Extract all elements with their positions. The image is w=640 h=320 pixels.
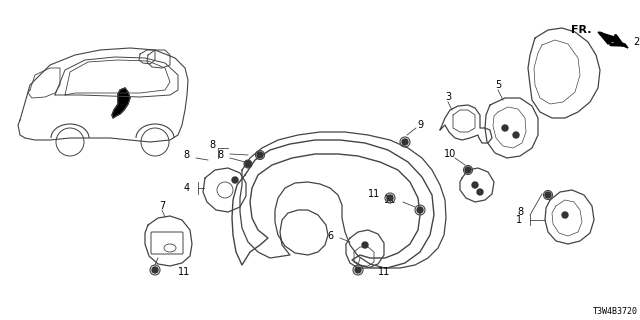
Text: 1: 1 xyxy=(516,215,522,225)
Text: 10: 10 xyxy=(444,149,456,159)
Polygon shape xyxy=(605,38,628,48)
Text: 11: 11 xyxy=(178,267,190,277)
Circle shape xyxy=(402,139,408,145)
Circle shape xyxy=(355,267,361,273)
Text: 6: 6 xyxy=(328,231,334,241)
Text: FR.: FR. xyxy=(572,25,592,35)
Circle shape xyxy=(465,167,471,173)
Circle shape xyxy=(513,132,519,138)
Text: 8: 8 xyxy=(518,207,524,217)
Text: 3: 3 xyxy=(445,92,451,102)
Text: 8: 8 xyxy=(218,150,224,160)
Text: T3W4B3720: T3W4B3720 xyxy=(593,308,637,316)
Text: 8: 8 xyxy=(184,150,190,160)
Polygon shape xyxy=(598,32,618,44)
Text: 4: 4 xyxy=(184,183,190,193)
Text: 7: 7 xyxy=(159,201,165,211)
Text: 11: 11 xyxy=(378,267,390,277)
Circle shape xyxy=(562,212,568,218)
Circle shape xyxy=(362,242,368,248)
Text: 5: 5 xyxy=(495,80,501,90)
Circle shape xyxy=(387,195,393,201)
Circle shape xyxy=(417,207,423,213)
Polygon shape xyxy=(112,88,130,118)
Circle shape xyxy=(257,152,263,158)
Text: 8: 8 xyxy=(209,140,215,150)
Circle shape xyxy=(245,161,251,167)
Circle shape xyxy=(502,125,508,131)
Circle shape xyxy=(232,177,238,183)
Circle shape xyxy=(477,189,483,195)
Circle shape xyxy=(472,182,478,188)
Text: 11: 11 xyxy=(368,189,380,199)
Circle shape xyxy=(152,267,158,273)
Text: 11: 11 xyxy=(384,195,396,205)
Text: 9: 9 xyxy=(417,120,423,130)
Circle shape xyxy=(545,192,551,198)
Text: 2: 2 xyxy=(634,37,640,47)
